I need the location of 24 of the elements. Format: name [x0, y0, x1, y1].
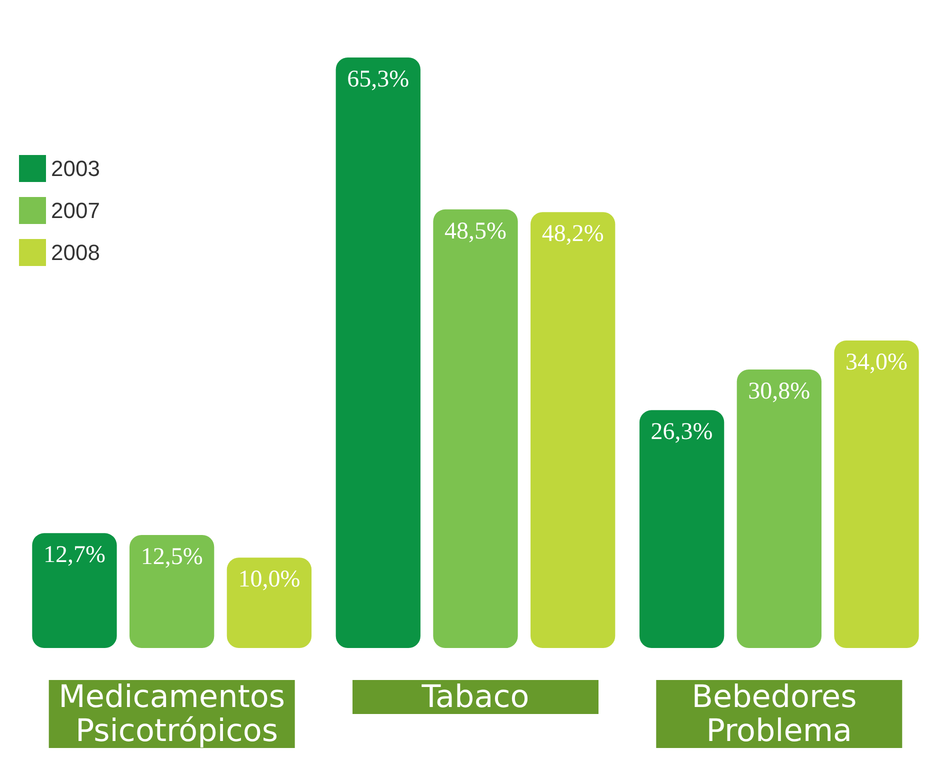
data-label: 30,8% [748, 378, 810, 404]
data-label: 48,5% [444, 218, 506, 244]
data-label: 48,2% [542, 221, 604, 248]
data-label: 34,0% [846, 350, 908, 376]
data-label: 12,5% [140, 544, 203, 570]
data-label: 12,7% [43, 542, 106, 568]
bar [226, 558, 312, 648]
legend-label: 2007 [51, 198, 100, 223]
legend-label: 2008 [51, 240, 100, 265]
legend-label: 2003 [51, 156, 100, 181]
data-label: 10,0% [238, 566, 300, 593]
bar [530, 212, 616, 648]
data-label: 26,3% [650, 419, 713, 446]
bar [639, 410, 724, 648]
bar [834, 340, 919, 648]
bar [32, 533, 117, 648]
x-tick-label: Medicamentos Psicotrópicos [58, 679, 286, 749]
x-tick-label: Bebedores Problema [692, 679, 867, 749]
bar [736, 369, 822, 648]
bar [336, 58, 420, 648]
bar [433, 209, 518, 648]
x-tick-label: Tabaco [420, 679, 530, 715]
data-label: 65,3% [347, 66, 410, 92]
bar [130, 534, 214, 648]
